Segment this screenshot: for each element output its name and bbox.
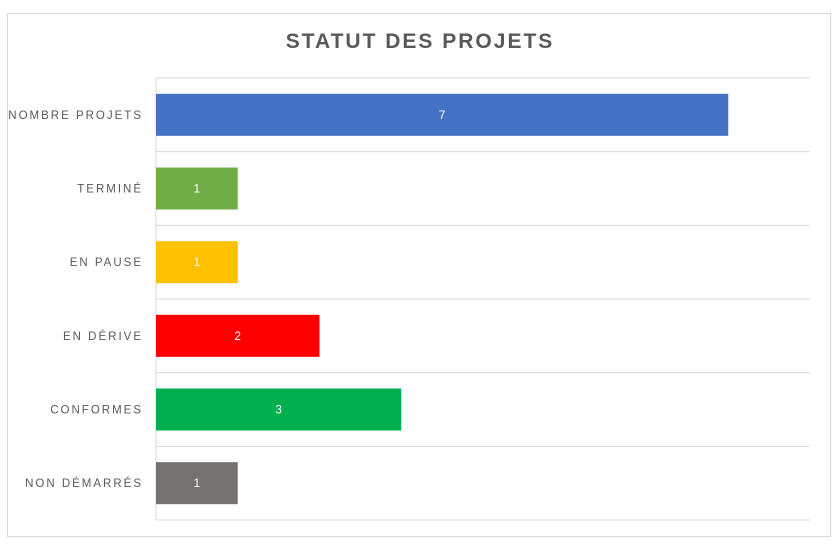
category-label: EN DÉRIVE: [63, 330, 143, 343]
bar-1: [156, 93, 729, 136]
bar-2: [156, 167, 238, 210]
data-label: 7: [439, 108, 446, 122]
bar-6: [156, 462, 238, 505]
data-label: 2: [234, 329, 241, 343]
bar-5: [156, 388, 402, 431]
data-label: 3: [275, 403, 282, 417]
bar-4: [156, 314, 320, 357]
data-label: 1: [194, 255, 201, 269]
category-label: TERMINÉ: [77, 183, 143, 196]
chart-title: STATUT DES PROJETS: [285, 30, 555, 53]
data-label: 1: [194, 182, 201, 196]
bar-3: [156, 241, 238, 284]
data-label: 1: [194, 476, 201, 490]
category-label: CONFORMES: [50, 405, 143, 417]
category-label: NOMBRE PROJETS: [8, 110, 143, 122]
category-label: NON DÉMARRÉS: [25, 477, 143, 490]
category-label: EN PAUSE: [70, 257, 143, 269]
